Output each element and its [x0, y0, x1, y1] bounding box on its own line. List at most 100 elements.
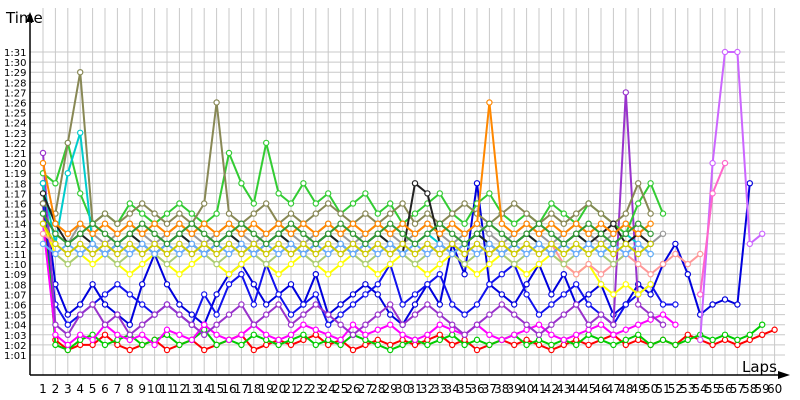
data-point	[387, 240, 394, 248]
data-point	[560, 271, 568, 278]
data-point	[498, 230, 505, 237]
data-point	[523, 210, 530, 217]
data-point	[635, 260, 642, 268]
data-point	[349, 200, 357, 207]
data-point	[585, 321, 592, 328]
data-point	[523, 321, 530, 328]
data-point	[585, 291, 592, 298]
data-point	[362, 336, 369, 344]
data-point	[238, 230, 245, 237]
data-point	[126, 291, 134, 298]
data-point	[672, 301, 679, 308]
data-point	[387, 230, 394, 237]
x-tick-label: 56	[717, 382, 732, 396]
data-point	[734, 48, 741, 56]
data-point	[225, 149, 233, 157]
data-point	[411, 220, 419, 227]
data-point	[548, 220, 555, 227]
data-point	[238, 240, 245, 248]
data-point	[337, 250, 344, 258]
data-point	[622, 230, 630, 237]
data-point	[374, 271, 381, 278]
data-point	[436, 230, 443, 237]
data-point	[461, 341, 468, 349]
data-point	[585, 230, 592, 237]
data-point	[238, 250, 245, 258]
data-point	[610, 291, 617, 298]
x-tick-label: 46	[593, 382, 608, 396]
data-point	[76, 240, 84, 248]
data-point	[225, 210, 233, 217]
data-point	[523, 220, 530, 227]
data-point	[250, 220, 257, 227]
data-point	[709, 190, 716, 197]
data-point	[635, 336, 642, 344]
data-point	[287, 250, 295, 258]
data-point	[573, 341, 580, 349]
data-point	[114, 240, 121, 248]
data-point	[511, 240, 518, 248]
series-8	[697, 159, 729, 298]
y-tick-label: 1:25	[4, 109, 26, 120]
data-point	[622, 336, 630, 344]
data-point	[387, 260, 394, 268]
y-tick-label: 1:14	[4, 220, 26, 231]
data-point	[622, 220, 630, 227]
data-point	[349, 291, 357, 298]
data-point	[436, 301, 443, 308]
data-point	[511, 220, 518, 227]
data-point	[225, 250, 233, 258]
data-point	[659, 321, 667, 328]
data-point	[387, 341, 394, 349]
data-point	[374, 281, 381, 288]
y-tick-label: 1:17	[4, 189, 26, 200]
data-point	[287, 200, 295, 207]
data-point	[548, 250, 555, 258]
data-point	[746, 180, 754, 187]
data-point	[548, 240, 555, 248]
data-point	[374, 311, 381, 318]
data-point	[362, 281, 369, 288]
data-point	[610, 260, 617, 268]
data-point	[39, 200, 47, 207]
data-point	[89, 230, 96, 237]
data-point	[188, 260, 195, 268]
data-point	[449, 326, 456, 333]
data-point	[76, 331, 84, 338]
data-point	[399, 230, 406, 237]
data-point	[89, 301, 96, 308]
data-point	[138, 250, 146, 258]
data-point	[548, 341, 555, 349]
y-tick-label: 1:29	[4, 68, 26, 79]
data-point	[610, 220, 617, 227]
data-point	[64, 331, 72, 338]
y-tick-label: 1:31	[4, 48, 26, 59]
data-point	[560, 260, 568, 268]
data-point	[647, 271, 654, 278]
data-point	[287, 336, 295, 344]
data-point	[511, 341, 518, 349]
data-point	[287, 311, 295, 318]
data-point	[659, 301, 667, 308]
data-point	[362, 210, 369, 217]
data-point	[461, 260, 468, 268]
data-point	[64, 341, 72, 349]
data-point	[263, 331, 270, 338]
y-tick-label: 1:19	[4, 169, 26, 180]
x-tick-label: 12	[172, 382, 187, 396]
data-point	[597, 240, 605, 248]
x-tick-label: 39	[507, 382, 522, 396]
data-point	[585, 200, 592, 207]
data-point	[635, 321, 642, 328]
x-tick-label: 13	[184, 382, 199, 396]
data-point	[101, 250, 109, 258]
data-point	[647, 220, 654, 227]
data-point	[647, 316, 654, 323]
data-point	[101, 240, 109, 248]
data-point	[163, 210, 171, 217]
data-point	[721, 336, 729, 344]
data-point	[325, 190, 332, 197]
data-point	[647, 210, 654, 217]
data-point	[39, 230, 47, 237]
x-tick-label: 7	[114, 382, 122, 396]
